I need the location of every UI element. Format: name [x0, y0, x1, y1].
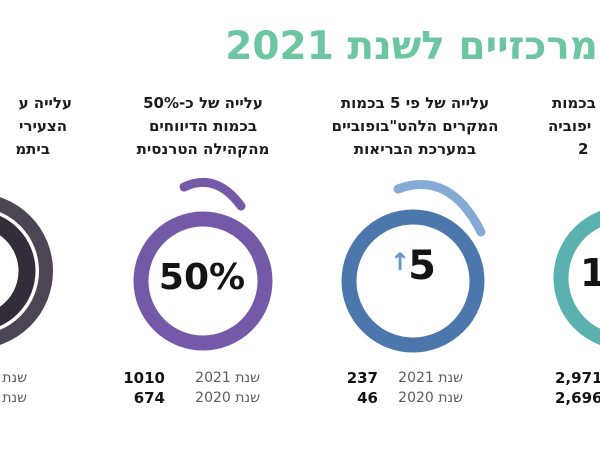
col1-year-2021-label: שנת 2021: [0, 370, 27, 386]
dark-outer-ring: [0, 197, 53, 345]
col2-header-line1: עלייה של כ-50%: [143, 94, 263, 112]
col3-header-line1: עלייה של פי 5 בכמות: [340, 94, 490, 112]
col4-stats-values: 2,971 2,696: [555, 368, 600, 408]
col3-year-2020-label: שנת 2020: [398, 390, 463, 406]
col4-value-2020: 2,696: [555, 389, 600, 407]
up-arrow-icon: ↑: [390, 248, 411, 276]
page-title: מרכזיים לשנת 2021: [225, 24, 598, 69]
col2-year-2020-label: שנת 2020: [195, 390, 260, 406]
col3-year-2021-label: שנת 2021: [398, 370, 463, 386]
col1-year-2020-label: שנת 2020: [0, 390, 27, 406]
col4-header-line1: בכמות: [552, 94, 596, 112]
col1-header-line1: עלייה ע: [18, 94, 72, 112]
col2-year-2021-label: שנת 2021: [195, 370, 260, 386]
col1-header-line2: הצעירי: [19, 117, 67, 135]
col3-header-line3: במערכת הבריאות: [353, 140, 477, 158]
dark-inner-ring: [0, 215, 36, 327]
teal-donut: [553, 211, 600, 345]
col4-header-line2: יפוביה: [548, 117, 592, 135]
col3-center-number: 5: [408, 243, 436, 289]
col2-header-line2: בכמות הדיווחים: [148, 117, 258, 135]
purple-ring: [133, 211, 273, 351]
col2-header: עלייה של כ-50% בכמות הדיווחים מהקהילה הט…: [115, 92, 291, 161]
col3-stats-values: 237 46: [330, 368, 378, 408]
col2-header-line3: מהקהילה הטרנסית: [136, 140, 270, 158]
col3-center-value: ↑5: [370, 244, 454, 293]
col4-header-line3: 2: [578, 140, 589, 158]
col3-header-line2: המקרים הלהט"בופוביים: [331, 117, 499, 135]
col2-center-value: 50%: [158, 257, 246, 298]
purple-donut: [133, 177, 273, 351]
col2-stats-values: 1010 674: [117, 368, 165, 408]
col3-value-2021: 237: [346, 369, 378, 387]
blue-accent-arc-icon: [393, 180, 486, 237]
teal-ring: [553, 211, 600, 345]
blue-donut: [341, 180, 486, 353]
col4-value-2021: 2,971: [555, 369, 600, 387]
col1-stats-labels: שנת 2021 שנת 2020: [0, 368, 27, 408]
blue-ring: [341, 209, 485, 353]
purple-accent-arc-icon: [179, 177, 246, 211]
col2-value-2021: 1010: [123, 369, 165, 387]
col3-stats-labels: שנת 2021 שנת 2020: [391, 368, 463, 408]
col3-value-2020: 46: [357, 389, 378, 407]
col3-header: עלייה של פי 5 בכמות המקרים הלהט"בופוביים…: [323, 92, 507, 161]
col2-value-2020: 674: [133, 389, 165, 407]
col4-center-value: 1: [580, 251, 600, 295]
col1-header-line3: ביתמ: [15, 140, 50, 158]
col2-stats-labels: שנת 2021 שנת 2020: [188, 368, 260, 408]
dark-double-ring-donut: [0, 197, 53, 345]
